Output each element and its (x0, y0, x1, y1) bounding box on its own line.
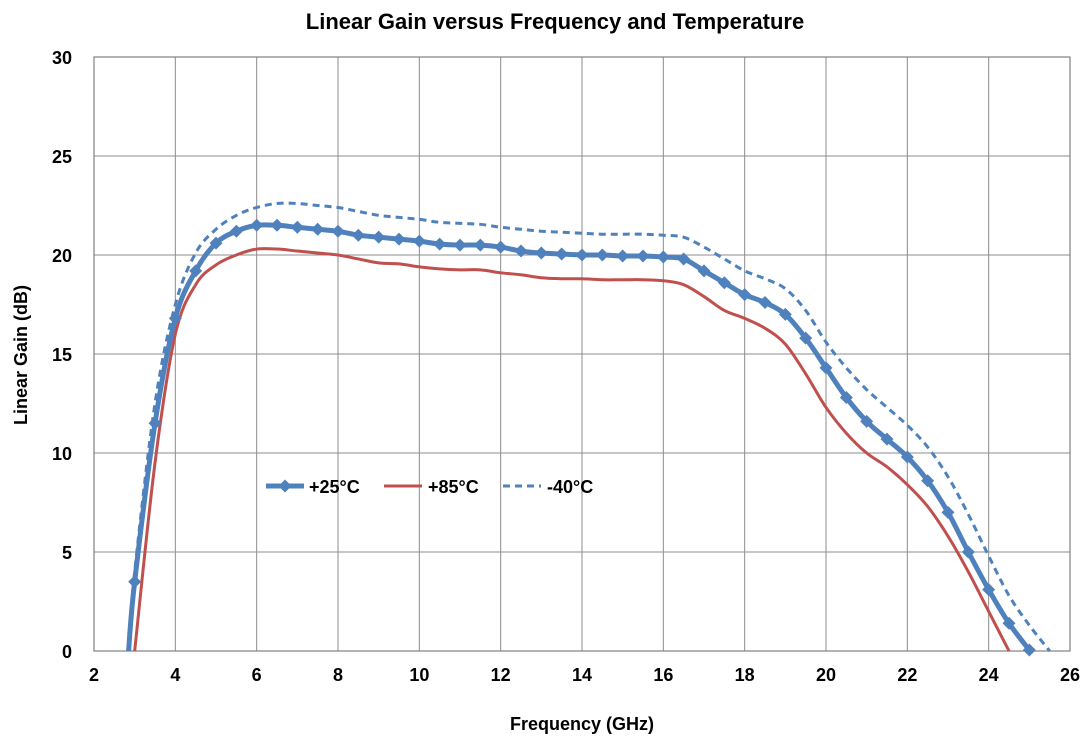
data-point-marker (128, 575, 142, 589)
data-point-marker (860, 414, 874, 428)
y-tick-label: 10 (52, 444, 72, 464)
series-1 (133, 247, 1011, 652)
data-point-marker (961, 545, 975, 559)
x-tick-label: 26 (1060, 665, 1080, 685)
data-point-marker (921, 474, 935, 488)
data-point-marker (697, 264, 711, 278)
x-tick-label: 10 (409, 665, 429, 685)
data-point-marker (758, 296, 772, 310)
x-tick-label: 4 (170, 665, 180, 685)
data-point-marker (189, 264, 203, 278)
gridlines (93, 56, 1071, 652)
series-line (133, 247, 1011, 652)
legend-item: +25°C (266, 477, 360, 497)
data-point-marker (656, 250, 670, 264)
series-0 (126, 218, 1036, 657)
data-point-marker (982, 583, 996, 597)
data-point-marker (392, 232, 406, 246)
legend: +25°C +85°C -40°C (266, 477, 593, 497)
plot-area (93, 56, 1071, 652)
x-tick-labels: 2 4 6 8 10 12 14 16 18 20 22 24 26 (89, 665, 1080, 685)
data-point-marker (209, 236, 223, 250)
data-point-marker (290, 220, 304, 234)
data-point-marker (453, 238, 467, 252)
data-point-marker (595, 248, 609, 262)
x-tick-label: 20 (816, 665, 836, 685)
x-tick-label: 24 (979, 665, 999, 685)
y-tick-labels: 0 5 10 15 20 25 30 (52, 48, 72, 662)
data-point-marker (738, 288, 752, 302)
x-tick-label: 18 (735, 665, 755, 685)
y-tick-label: 5 (62, 543, 72, 563)
x-tick-label: 2 (89, 665, 99, 685)
data-point-marker (351, 228, 365, 242)
data-point-marker (229, 224, 243, 238)
y-tick-label: 20 (52, 246, 72, 266)
data-point-marker (880, 432, 894, 446)
legend-item: +85°C (384, 477, 479, 497)
legend-marker (278, 479, 292, 493)
y-tick-label: 25 (52, 147, 72, 167)
x-axis-title: Frequency (GHz) (510, 714, 654, 734)
data-point-marker (514, 244, 528, 258)
data-point-marker (494, 240, 508, 254)
x-tick-label: 14 (572, 665, 592, 685)
series-line (126, 222, 1032, 652)
data-point-marker (534, 246, 548, 260)
data-point-marker (941, 505, 955, 519)
x-tick-label: 16 (653, 665, 673, 685)
data-point-marker (1022, 643, 1036, 657)
x-tick-label: 12 (491, 665, 511, 685)
legend-label: +85°C (428, 477, 479, 497)
chart-title: Linear Gain versus Frequency and Tempera… (306, 9, 804, 34)
data-point-marker (778, 307, 792, 321)
data-point-marker (799, 331, 813, 345)
data-point-marker (250, 218, 264, 232)
series-line (127, 201, 1051, 652)
data-point-marker (819, 361, 833, 375)
data-point-marker (616, 249, 630, 263)
data-point-marker (148, 416, 162, 430)
x-tick-label: 8 (333, 665, 343, 685)
legend-label: -40°C (547, 477, 593, 497)
y-tick-label: 0 (62, 642, 72, 662)
y-tick-label: 30 (52, 48, 72, 68)
data-point-marker (473, 238, 487, 252)
legend-label: +25°C (309, 477, 360, 497)
x-tick-label: 22 (897, 665, 917, 685)
data-point-marker (839, 391, 853, 405)
x-tick-label: 6 (252, 665, 262, 685)
data-point-marker (555, 247, 569, 261)
data-point-marker (412, 234, 426, 248)
data-point-marker (311, 222, 325, 236)
data-point-marker (900, 450, 914, 464)
data-point-marker (372, 230, 386, 244)
legend-item: -40°C (503, 477, 593, 497)
data-point-marker (575, 248, 589, 262)
data-point-marker (433, 237, 447, 251)
data-point-marker (1002, 616, 1016, 630)
y-tick-label: 15 (52, 345, 72, 365)
series-lines (126, 201, 1051, 657)
data-point-marker (636, 249, 650, 263)
data-point-marker (168, 311, 182, 325)
y-axis-title: Linear Gain (dB) (11, 285, 31, 425)
series-2 (127, 201, 1051, 652)
data-point-marker (677, 252, 691, 266)
data-point-marker (717, 276, 731, 290)
data-point-marker (270, 218, 284, 232)
data-point-marker (331, 224, 345, 238)
